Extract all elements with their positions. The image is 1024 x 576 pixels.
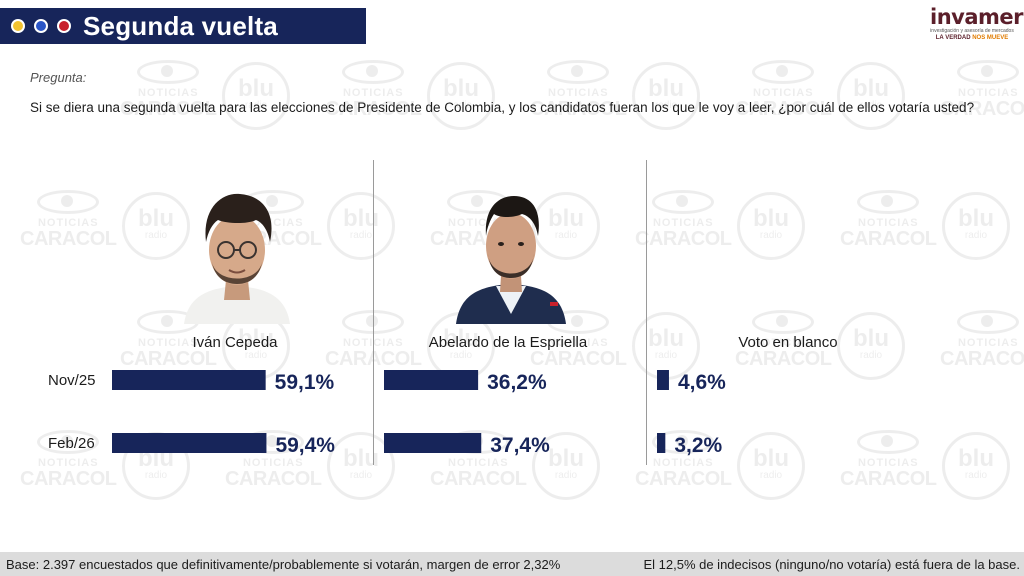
bar-series2-row0 — [657, 370, 669, 390]
candidate-photo-espriella — [456, 184, 566, 324]
question-text: Si se diera una segunda vuelta para las … — [30, 100, 975, 115]
bar-value-label: 3,2% — [674, 434, 722, 457]
bar-series2-row1 — [657, 433, 666, 453]
logo-subtitle: investigación y asesoría de mercados — [930, 28, 1014, 34]
bar-value-label: 36,2% — [487, 371, 547, 394]
candidate-name-blanco: Voto en blanco — [738, 334, 838, 351]
logo-tagline-main: LA VERDAD — [935, 35, 971, 41]
footer-undecided-note: El 12,5% de indecisos (ninguno/no votarí… — [643, 556, 1020, 572]
bar-value-label: 59,1% — [275, 371, 335, 394]
period-label-feb26: Feb/26 — [48, 435, 95, 452]
question-label: Pregunta: — [30, 70, 87, 85]
period-label-nov25: Nov/25 — [48, 372, 96, 389]
bar-value-label: 4,6% — [678, 371, 726, 394]
blue-dot-icon — [34, 19, 48, 33]
bar-series1-row0 — [384, 370, 479, 390]
logo-tagline: LA VERDAD NOS MUEVE — [930, 34, 1014, 42]
candidate-photo-cepeda — [182, 184, 292, 324]
invamer-logo: invamer investigación y asesoría de merc… — [930, 5, 1024, 42]
bar-series1-row1 — [384, 433, 482, 453]
bar-series0-row0 — [112, 370, 266, 390]
logo-wordmark: invamer — [930, 5, 1024, 29]
title-bar: Segunda vuelta — [0, 8, 366, 44]
footer-bar: Base: 2.397 encuestados que definitivame… — [0, 552, 1024, 576]
bar-series0-row1 — [112, 433, 267, 453]
footer-base-note: Base: 2.397 encuestados que definitivame… — [6, 556, 561, 572]
logo-tagline-accent: NOS MUEVE — [972, 35, 1009, 41]
yellow-dot-icon — [11, 19, 25, 33]
column-divider — [373, 160, 374, 465]
candidate-name-espriella: Abelardo de la Espriella — [428, 334, 588, 351]
red-dot-icon — [57, 19, 71, 33]
page-title: Segunda vuelta — [83, 10, 278, 41]
candidate-name-cepeda: Iván Cepeda — [192, 334, 278, 351]
bar-value-label: 37,4% — [490, 434, 550, 457]
column-divider — [646, 160, 647, 465]
bar-value-label: 59,4% — [275, 434, 335, 457]
